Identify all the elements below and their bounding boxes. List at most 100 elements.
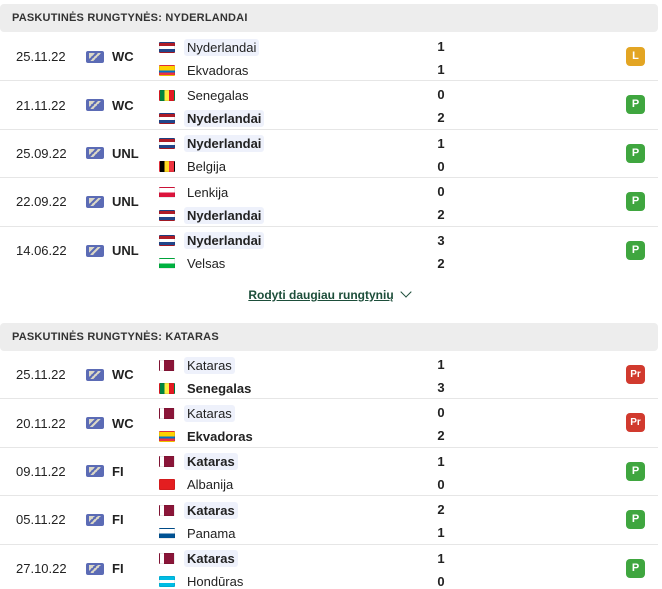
team-name[interactable]: Ekvadoras (187, 428, 253, 444)
show-more-label[interactable]: Rodyti daugiau rungtynių (248, 288, 394, 302)
team-home: Kataras (159, 451, 238, 473)
result-badge: Pr (626, 365, 645, 384)
match-row[interactable]: 25.11.22 WC Nyderlandai Ekvadoras 1 1 L (0, 33, 658, 82)
competition-trophy-icon (86, 99, 104, 112)
team-away: Nyderlandai (159, 204, 265, 226)
match-row[interactable]: 09.11.22 FI Kataras Albanija 1 0 P (0, 448, 658, 497)
team-name[interactable]: Ekvadoras (187, 62, 249, 78)
flag-wal-icon (159, 258, 175, 270)
competition: UNL (86, 178, 139, 225)
team-name[interactable]: Nyderlandai (184, 38, 260, 56)
team-home: Kataras (159, 548, 238, 570)
team-name[interactable]: Kataras (184, 501, 238, 519)
flag-qa-icon (159, 553, 175, 565)
section-header-qatar: PASKUTINĖS RUNGTYNĖS: KATARAS (0, 323, 658, 351)
flag-sn-icon (159, 382, 175, 394)
flag-ec-icon (159, 64, 175, 76)
result-badge: P (626, 461, 645, 481)
team-name[interactable]: Kataras (184, 550, 238, 568)
away-score: 1 (437, 525, 445, 541)
competition-trophy-icon (86, 50, 104, 63)
team-name[interactable]: Senegalas (187, 380, 252, 396)
team-name[interactable]: Panama (187, 525, 236, 541)
competition-name: WC (112, 49, 134, 65)
competition-name: UNL (112, 194, 139, 210)
team-name[interactable]: Kataras (184, 356, 235, 374)
flag-sn-icon (159, 89, 175, 101)
competition-name: UNL (112, 145, 139, 161)
team-home: Kataras (159, 402, 235, 424)
away-score: 2 (437, 110, 445, 126)
home-score: 1 (437, 550, 445, 566)
away-score: 3 (437, 380, 445, 395)
competition-name: FI (112, 512, 124, 528)
team-name[interactable]: Hondūras (187, 574, 244, 589)
match-date: 20.11.22 (16, 415, 66, 431)
flag-qa-icon (159, 407, 175, 419)
away-score: 0 (437, 476, 445, 492)
team-name[interactable]: Belgija (187, 159, 227, 175)
result-badge: P (626, 510, 645, 530)
team-home: Kataras (159, 354, 235, 376)
flag-qa-icon (159, 504, 175, 516)
team-name[interactable]: Senegalas (187, 87, 249, 103)
match-row[interactable]: 20.11.22 WC Kataras Ekvadoras 0 2 Pr (0, 399, 658, 448)
match-row[interactable]: 05.11.22 FI Kataras Panama 2 1 P (0, 496, 658, 545)
competition-name: FI (112, 463, 124, 479)
match-row[interactable]: 21.11.22 WC Senegalas Nyderlandai 0 2 P (0, 81, 658, 130)
flag-hn-icon (159, 576, 175, 588)
competition-name: WC (112, 97, 134, 113)
match-row[interactable]: 22.09.22 UNL Lenkija Nyderlandai 0 2 P (0, 178, 658, 227)
match-date: 09.11.22 (16, 463, 66, 479)
match-date: 27.10.22 (16, 561, 67, 577)
flag-nl-icon (159, 112, 175, 124)
competition-trophy-icon (86, 195, 104, 208)
team-name[interactable]: Kataras (184, 404, 235, 422)
flag-nl-icon (159, 209, 175, 221)
match-list-netherlands: 25.11.22 WC Nyderlandai Ekvadoras 1 1 L … (0, 33, 658, 275)
away-score: 0 (437, 158, 445, 174)
result-badge: P (626, 95, 645, 115)
team-home: Nyderlandai (159, 133, 265, 155)
team-away: Albanija (159, 474, 236, 496)
team-name[interactable]: Lenkija (187, 184, 229, 200)
flag-qa-icon (159, 359, 175, 371)
home-score: 1 (437, 357, 445, 372)
match-row[interactable]: 25.11.22 WC Kataras Senegalas 1 3 Pr (0, 351, 658, 400)
match-date: 25.11.22 (16, 367, 66, 383)
team-name[interactable]: Nyderlandai (184, 206, 265, 224)
home-score: 2 (437, 502, 445, 518)
team-name[interactable]: Kataras (184, 453, 238, 471)
result-badge: L (626, 47, 645, 66)
team-name[interactable]: Nyderlandai (184, 232, 265, 250)
home-score: 3 (437, 232, 445, 248)
team-name[interactable]: Nyderlandai (184, 109, 265, 127)
match-row[interactable]: 27.10.22 FI Kataras Hondūras 1 0 P (0, 545, 658, 589)
away-score: 1 (437, 62, 445, 77)
match-row[interactable]: 25.09.22 UNL Nyderlandai Belgija 1 0 P (0, 130, 658, 179)
flag-pa-icon (159, 527, 175, 539)
competition-trophy-icon (86, 513, 104, 526)
result-badge: P (626, 143, 645, 163)
team-name[interactable]: Albanija (187, 477, 234, 493)
competition-trophy-icon (86, 147, 104, 160)
flag-al-icon (159, 479, 175, 491)
show-more-matches-link[interactable]: Rodyti daugiau rungtynių (0, 286, 658, 302)
competition: FI (86, 545, 124, 589)
team-away: Senegalas (159, 377, 254, 399)
flag-pl-icon (159, 186, 175, 198)
team-away: Velsas (159, 253, 228, 275)
away-score: 0 (437, 573, 445, 589)
match-date: 21.11.22 (16, 97, 66, 113)
flag-be-icon (159, 161, 175, 173)
competition: FI (86, 448, 124, 495)
team-away: Belgija (159, 156, 229, 178)
match-row[interactable]: 14.06.22 UNL Nyderlandai Velsas 3 2 P (0, 227, 658, 275)
result-badge: P (626, 192, 645, 212)
competition-trophy-icon (86, 368, 104, 381)
team-name[interactable]: Velsas (187, 256, 226, 272)
team-away: Ekvadoras (159, 425, 256, 447)
flag-nl-icon (159, 41, 175, 53)
competition: WC (86, 351, 134, 398)
team-name[interactable]: Nyderlandai (184, 135, 265, 153)
